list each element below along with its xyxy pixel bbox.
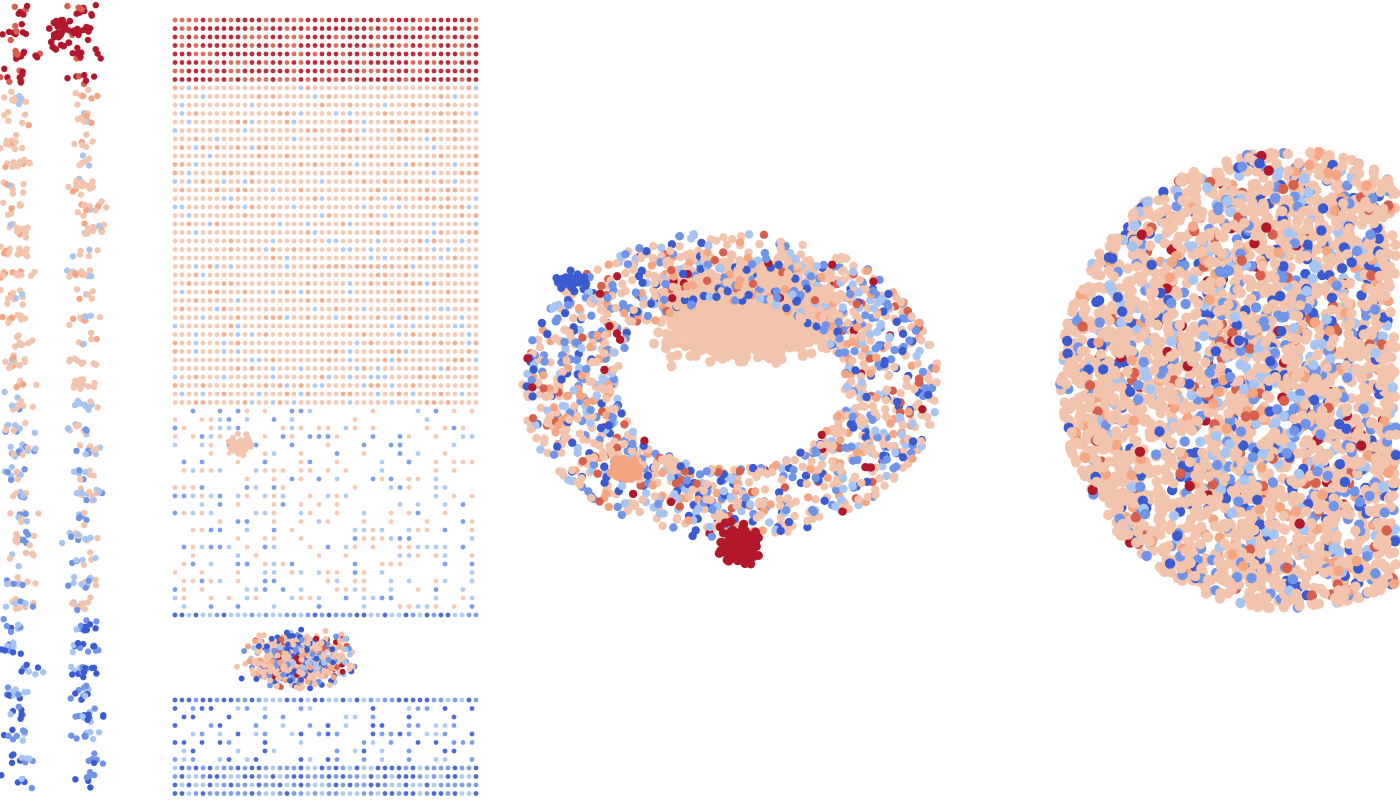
force-layout-panel <box>518 230 942 569</box>
grid-layout-panel <box>172 17 479 796</box>
cluster-columns-panel <box>0 1 110 792</box>
circular-layout-panel <box>1055 146 1400 613</box>
